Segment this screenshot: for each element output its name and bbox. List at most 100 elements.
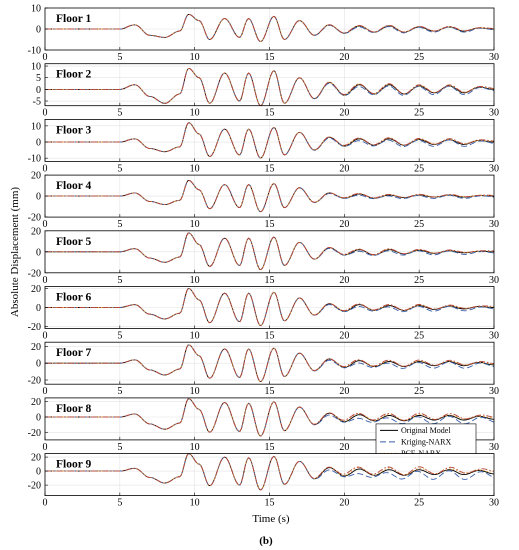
x-tick-label: 30 <box>489 442 499 453</box>
y-tick-label: -10 <box>28 154 41 165</box>
x-tick-label: 30 <box>489 386 499 397</box>
x-tick-label: 15 <box>265 275 275 286</box>
legend-entry: Original Model <box>401 426 451 435</box>
series-line-apc-narx <box>45 68 495 107</box>
y-tick-label: -10 <box>28 46 41 57</box>
y-tick-label: 5 <box>36 73 41 84</box>
x-tick-label: 25 <box>414 108 424 119</box>
x-tick-label: 10 <box>190 52 200 63</box>
x-tick-label: 5 <box>117 108 122 119</box>
series-line-apc-narx <box>45 398 495 437</box>
panel-label: Floor 9 <box>56 459 91 471</box>
y-tick-label: -20 <box>28 428 41 439</box>
y-tick-label: 20 <box>31 342 41 353</box>
series-line-apc-narx <box>45 232 495 270</box>
x-tick-label: 0 <box>43 52 48 63</box>
y-tick-label: 0 <box>36 359 41 370</box>
x-tick-label: 15 <box>265 442 275 453</box>
x-tick-label: 0 <box>43 386 48 397</box>
panel-label: Floor 8 <box>56 403 91 415</box>
y-tick-label: 0 <box>36 412 41 423</box>
x-tick-label: 20 <box>339 52 349 63</box>
x-tick-label: 5 <box>117 219 122 230</box>
y-tick-label: 0 <box>36 247 41 258</box>
x-tick-label: 0 <box>43 275 48 286</box>
x-tick-label: 5 <box>117 52 122 63</box>
x-tick-label: 15 <box>265 498 275 509</box>
panel-label: Floor 5 <box>56 236 91 248</box>
y-tick-label: 0 <box>36 192 41 203</box>
x-tick-label: 10 <box>190 219 200 230</box>
x-tick-label: 15 <box>265 219 275 230</box>
x-tick-label: 15 <box>265 163 275 174</box>
series-line-apc-narx <box>45 453 495 491</box>
panel-label: Floor 6 <box>56 292 91 304</box>
x-tick-label: 10 <box>190 442 200 453</box>
x-tick-label: 20 <box>339 498 349 509</box>
x-tick-label: 20 <box>339 275 349 286</box>
x-tick-label: 0 <box>43 108 48 119</box>
x-tick-label: 10 <box>190 498 200 509</box>
panel-label: Floor 1 <box>56 13 91 25</box>
x-tick-label: 0 <box>43 163 48 174</box>
x-tick-label: 10 <box>190 275 200 286</box>
y-tick-label: 0 <box>36 138 41 149</box>
x-tick-label: 30 <box>489 275 499 286</box>
panel-label: Floor 7 <box>56 347 91 359</box>
x-tick-label: 20 <box>339 219 349 230</box>
y-tick-label: 20 <box>31 397 41 408</box>
x-tick-label: 5 <box>117 386 122 397</box>
y-tick-label: 20 <box>31 284 41 295</box>
series-line-apc-narx <box>45 13 494 42</box>
x-tick-label: 10 <box>190 386 200 397</box>
x-tick-label: 30 <box>489 498 499 509</box>
y-tick-label: 0 <box>36 303 41 314</box>
x-tick-label: 25 <box>414 219 424 230</box>
x-tick-label: 20 <box>339 442 349 453</box>
panel-label: Floor 3 <box>56 124 91 136</box>
x-tick-label: 0 <box>43 442 48 453</box>
x-tick-label: 15 <box>265 108 275 119</box>
x-axis-label: Time (s) <box>252 513 290 525</box>
x-tick-label: 25 <box>414 52 424 63</box>
x-tick-label: 25 <box>414 163 424 174</box>
y-tick-label: -20 <box>28 376 41 387</box>
x-tick-label: 30 <box>489 52 499 63</box>
x-tick-label: 10 <box>190 108 200 119</box>
figure-caption: (b) <box>259 535 273 547</box>
y-tick-label: 20 <box>31 453 41 464</box>
series-line-apc-narx <box>45 344 495 382</box>
x-tick-label: 10 <box>190 331 200 342</box>
panel-label: Floor 2 <box>56 69 91 81</box>
series-line-apc-narx <box>45 288 495 326</box>
x-tick-label: 20 <box>339 108 349 119</box>
x-tick-label: 5 <box>117 163 122 174</box>
y-tick-label: 10 <box>31 4 41 15</box>
x-tick-label: 30 <box>489 108 499 119</box>
x-tick-label: 30 <box>489 163 499 174</box>
x-tick-label: 0 <box>43 219 48 230</box>
x-tick-label: 15 <box>265 386 275 397</box>
x-tick-label: 5 <box>117 498 122 509</box>
x-tick-label: 15 <box>265 331 275 342</box>
y-tick-label: 10 <box>31 121 41 132</box>
x-tick-label: 20 <box>339 386 349 397</box>
x-tick-label: 25 <box>414 498 424 509</box>
y-tick-label: -20 <box>28 268 41 279</box>
x-tick-label: 30 <box>489 219 499 230</box>
y-tick-label: -20 <box>28 213 41 224</box>
y-tick-label: -20 <box>28 481 41 492</box>
x-tick-label: 5 <box>117 275 122 286</box>
y-tick-label: 0 <box>36 85 41 96</box>
